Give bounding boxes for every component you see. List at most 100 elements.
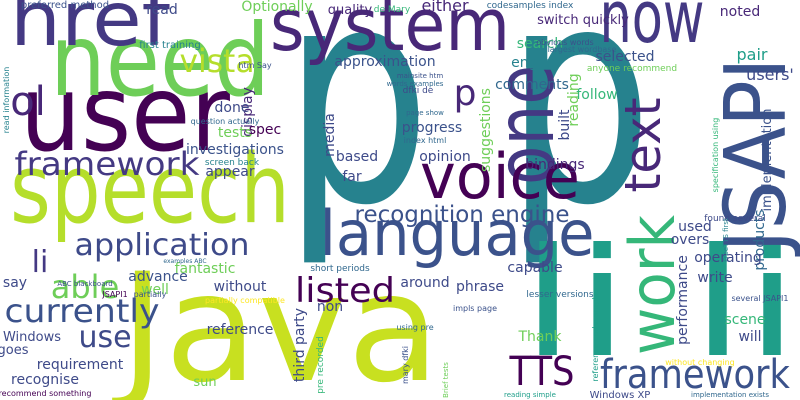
word: href bbox=[10, 0, 172, 63]
word: application bbox=[75, 228, 250, 263]
word: FreeTTS first bbox=[722, 218, 730, 262]
word: index html bbox=[404, 136, 447, 145]
word: codesamples index bbox=[487, 1, 574, 11]
word: scene bbox=[724, 312, 765, 328]
word: page show bbox=[406, 109, 444, 117]
word: user bbox=[20, 53, 231, 175]
word: first training bbox=[139, 40, 200, 51]
word: far bbox=[342, 169, 362, 185]
word: well bbox=[141, 282, 169, 298]
word: language bbox=[320, 197, 595, 270]
word: reading bbox=[566, 73, 582, 126]
word: partially compatible bbox=[205, 296, 285, 305]
word: one bbox=[479, 65, 572, 185]
word: words examples bbox=[387, 80, 444, 88]
word: used bbox=[678, 219, 712, 235]
word: say bbox=[3, 275, 27, 291]
word: done bbox=[215, 100, 250, 116]
word: work bbox=[616, 215, 689, 355]
word: largest wordbase bbox=[548, 45, 617, 54]
word: progress bbox=[402, 120, 462, 136]
word: system bbox=[270, 0, 510, 67]
word: quality bbox=[328, 3, 373, 18]
word: products bbox=[752, 209, 768, 270]
word: pair bbox=[737, 45, 768, 64]
word: appear bbox=[205, 164, 255, 180]
word: framework bbox=[15, 145, 201, 183]
word: read bbox=[146, 2, 178, 18]
word: li bbox=[32, 245, 49, 280]
word: speech bbox=[10, 135, 290, 245]
word: search bbox=[517, 36, 564, 52]
word: using pre bbox=[396, 323, 433, 332]
word: either bbox=[421, 0, 469, 15]
word: framework bbox=[600, 352, 791, 398]
word: noted bbox=[720, 4, 760, 20]
word: approximation bbox=[334, 54, 435, 70]
word: Windows XP bbox=[590, 390, 651, 400]
word: li li bbox=[521, 217, 799, 391]
word: text bbox=[614, 98, 672, 193]
word: comments bbox=[495, 77, 569, 93]
word: performance bbox=[675, 255, 691, 345]
word: switch quickly bbox=[537, 13, 629, 28]
word: partially bbox=[134, 290, 167, 299]
word: Brief tests bbox=[442, 362, 450, 398]
word: listed bbox=[295, 271, 395, 311]
word: sun bbox=[193, 375, 216, 390]
word: ol bbox=[10, 79, 46, 125]
word: reading simple bbox=[504, 391, 556, 399]
word: JSAPI1 bbox=[101, 290, 127, 299]
word: advance bbox=[128, 269, 188, 285]
word: examples ABC bbox=[163, 258, 206, 265]
word: recognise bbox=[11, 372, 79, 388]
word: write bbox=[697, 270, 732, 286]
word: Java bbox=[112, 242, 440, 400]
word: third party bbox=[292, 308, 308, 382]
word: pre recorded bbox=[316, 336, 326, 394]
word: able bbox=[51, 268, 120, 306]
word: will bbox=[738, 329, 761, 345]
word: lesser versions bbox=[526, 290, 593, 300]
word: opinion bbox=[419, 149, 471, 165]
word: JSAPI bbox=[707, 58, 800, 258]
word: voice bbox=[420, 140, 580, 213]
word: use bbox=[78, 320, 131, 355]
word: found several bbox=[704, 214, 765, 224]
word: mainsite htm bbox=[397, 72, 444, 80]
word: users' bbox=[746, 65, 794, 84]
word: de Mary bbox=[374, 5, 411, 15]
word: mary dfki bbox=[401, 346, 410, 384]
word: currently bbox=[5, 292, 160, 330]
word: several JSAPI1 bbox=[731, 294, 788, 303]
word: p bbox=[454, 73, 477, 114]
word: vista bbox=[180, 42, 255, 80]
word: Optionally bbox=[241, 0, 312, 15]
word: capable bbox=[507, 260, 562, 276]
word: ABC blackboard bbox=[57, 280, 112, 288]
word: impls page bbox=[453, 304, 497, 313]
word: around bbox=[400, 275, 449, 291]
word: phrase bbox=[456, 279, 504, 295]
word: recognition engine bbox=[355, 202, 570, 228]
word: implementation bbox=[760, 108, 775, 211]
word: TTS bbox=[509, 349, 575, 395]
word: preferred method bbox=[21, 0, 109, 11]
word: dfki de bbox=[403, 86, 434, 96]
word: recommend something bbox=[0, 389, 91, 398]
word: now bbox=[600, 0, 705, 59]
word: operating bbox=[694, 250, 762, 266]
word: bindings bbox=[525, 157, 584, 173]
word: obvious words bbox=[536, 38, 593, 47]
word: p p bbox=[283, 0, 653, 271]
word: requirement bbox=[37, 357, 124, 373]
word: built bbox=[557, 109, 573, 141]
word: without bbox=[214, 279, 267, 295]
word: without changing bbox=[665, 358, 735, 367]
word: need bbox=[50, 2, 270, 119]
word: selected bbox=[595, 49, 654, 65]
word: specification using bbox=[711, 118, 720, 193]
